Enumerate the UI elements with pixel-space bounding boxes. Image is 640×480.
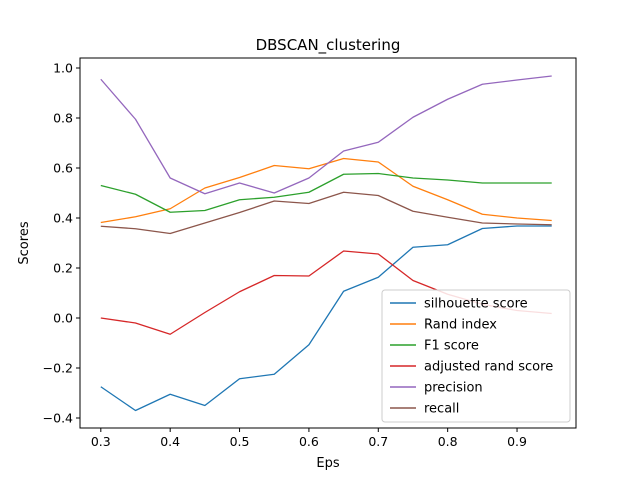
legend-label-0: silhouette score	[424, 297, 528, 312]
y-tick-label: 0.0	[53, 311, 73, 326]
x-axis: 0.3 0.4 0.5 0.6 0.7 0.8 0.9	[91, 428, 527, 449]
x-tick-label: 0.3	[91, 434, 111, 449]
legend-label-5: recall	[424, 402, 459, 417]
y-tick-label: 0.8	[53, 111, 73, 126]
y-tick-label: 0.4	[53, 211, 73, 226]
y-axis-label: Scores	[17, 221, 32, 264]
legend-box	[381, 289, 571, 423]
series-line-0	[100, 225, 552, 412]
x-tick-label: 0.8	[438, 434, 458, 449]
plot-frame	[79, 57, 577, 429]
y-tick-label: 0.2	[53, 261, 73, 276]
legend-label-2: F1 score	[424, 339, 479, 354]
x-tick-label: 0.9	[507, 434, 527, 449]
series-layer	[100, 75, 552, 412]
x-tick-label: 0.6	[299, 434, 319, 449]
legend-label-4: precision	[424, 381, 483, 396]
y-axis: −0.4 −0.2 0.0 0.2 0.4 0.6 0.8 1.0	[43, 61, 80, 426]
legend: silhouette score Rand index F1 score adjust…	[381, 289, 571, 423]
y-tick-label: 0.6	[53, 161, 73, 176]
series-line-4	[100, 75, 552, 195]
y-tick-label: −0.4	[43, 411, 73, 426]
y-tick-label: 1.0	[53, 61, 73, 76]
series-line-2	[100, 172, 552, 213]
chart-title: DBSCAN_clustering	[256, 36, 401, 55]
series-line-1	[100, 157, 552, 224]
x-axis-label: Eps	[316, 456, 339, 471]
x-tick-label: 0.4	[160, 434, 180, 449]
y-tick-label: −0.2	[43, 361, 73, 376]
legend-label-1: Rand index	[424, 318, 497, 333]
series-line-5	[100, 191, 552, 235]
legend-label-3: adjusted rand score	[424, 360, 553, 375]
x-tick-label: 0.5	[230, 434, 250, 449]
x-tick-label: 0.7	[368, 434, 388, 449]
